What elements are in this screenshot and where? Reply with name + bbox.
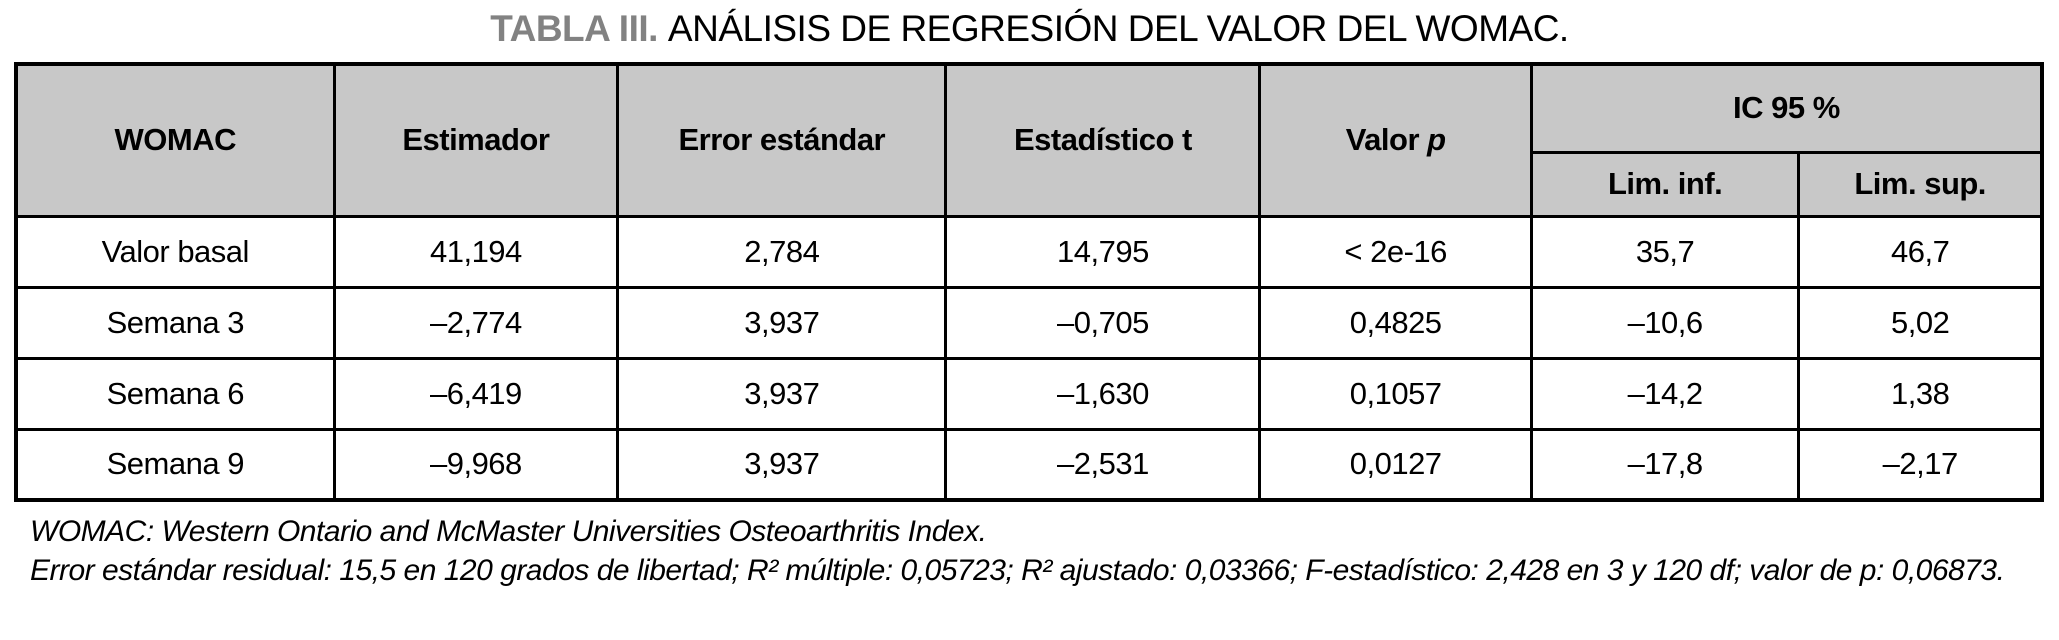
cell-p: < 2e-16 bbox=[1258, 214, 1533, 289]
table-footnotes: WOMAC: Western Ontario and McMaster Univ… bbox=[30, 512, 2035, 590]
cell-p: 0,4825 bbox=[1258, 285, 1533, 360]
cell-lim-sup: –2,17 bbox=[1797, 427, 2044, 502]
cell-label: Semana 9 bbox=[14, 427, 336, 502]
table-caption-text: ANÁLISIS DE REGRESIÓN DEL VALOR DEL WOMA… bbox=[667, 8, 1569, 49]
cell-label: Semana 3 bbox=[14, 285, 336, 360]
cell-estimador: –9,968 bbox=[332, 427, 620, 502]
col-header-estimador: Estimador bbox=[332, 62, 620, 218]
cell-error: 3,937 bbox=[616, 356, 948, 431]
cell-lim-sup: 1,38 bbox=[1797, 356, 2044, 431]
cell-estimador: –2,774 bbox=[332, 285, 620, 360]
valor-p-prefix: Valor bbox=[1345, 122, 1420, 158]
col-header-lim-sup: Lim. sup. bbox=[1797, 150, 2044, 218]
footnote-womac-definition: WOMAC: Western Ontario and McMaster Univ… bbox=[30, 515, 987, 548]
cell-lim-sup: 5,02 bbox=[1797, 285, 2044, 360]
header-row-sub: Lim. inf. Lim. sup. bbox=[16, 150, 2044, 218]
col-header-estadistico-t: Estadístico t bbox=[944, 62, 1262, 218]
cell-error: 3,937 bbox=[616, 427, 948, 502]
col-header-womac: WOMAC bbox=[14, 62, 336, 218]
col-header-ic95: IC 95 % bbox=[1529, 62, 2044, 154]
cell-p: 0,0127 bbox=[1258, 427, 1533, 502]
table-caption: TABLA III. ANÁLISIS DE REGRESIÓN DEL VALO… bbox=[0, 8, 2059, 50]
regression-table: WOMAC Estimador Error estándar Estadísti… bbox=[14, 62, 2044, 502]
cell-lim-inf: –17,8 bbox=[1529, 427, 1801, 502]
cell-lim-inf: –14,2 bbox=[1529, 356, 1801, 431]
cell-label: Semana 6 bbox=[14, 356, 336, 431]
cell-estimador: 41,194 bbox=[332, 214, 620, 289]
cell-error: 2,784 bbox=[616, 214, 948, 289]
col-header-lim-inf: Lim. inf. bbox=[1529, 150, 1801, 218]
col-header-error-estandar: Error estándar bbox=[616, 62, 948, 218]
valor-p-symbol: p bbox=[1427, 122, 1446, 158]
cell-lim-inf: –10,6 bbox=[1529, 285, 1801, 360]
table-row-semana-6: Semana 6 –6,419 3,937 –1,630 0,1057 –14,… bbox=[14, 356, 2044, 431]
cell-t: –0,705 bbox=[944, 285, 1262, 360]
footnote-model-statistics: Error estándar residual: 15,5 en 120 gra… bbox=[30, 554, 2005, 587]
cell-lim-inf: 35,7 bbox=[1529, 214, 1801, 289]
table-row-semana-3: Semana 3 –2,774 3,937 –0,705 0,4825 –10,… bbox=[14, 285, 2044, 360]
cell-t: –2,531 bbox=[944, 427, 1262, 502]
cell-t: –1,630 bbox=[944, 356, 1262, 431]
cell-lim-sup: 46,7 bbox=[1797, 214, 2044, 289]
table-row-valor-basal: Valor basal 41,194 2,784 14,795 < 2e-16 … bbox=[14, 214, 2044, 289]
cell-error: 3,937 bbox=[616, 285, 948, 360]
cell-p: 0,1057 bbox=[1258, 356, 1533, 431]
col-header-valor-p: Valor p bbox=[1258, 62, 1533, 218]
cell-t: 14,795 bbox=[944, 214, 1262, 289]
cell-label: Valor basal bbox=[14, 214, 336, 289]
cell-estimador: –6,419 bbox=[332, 356, 620, 431]
table-row-semana-9: Semana 9 –9,968 3,937 –2,531 0,0127 –17,… bbox=[14, 427, 2044, 502]
header-row-top: WOMAC Estimador Error estándar Estadísti… bbox=[14, 62, 2044, 218]
table-caption-number: TABLA III. bbox=[490, 8, 658, 49]
